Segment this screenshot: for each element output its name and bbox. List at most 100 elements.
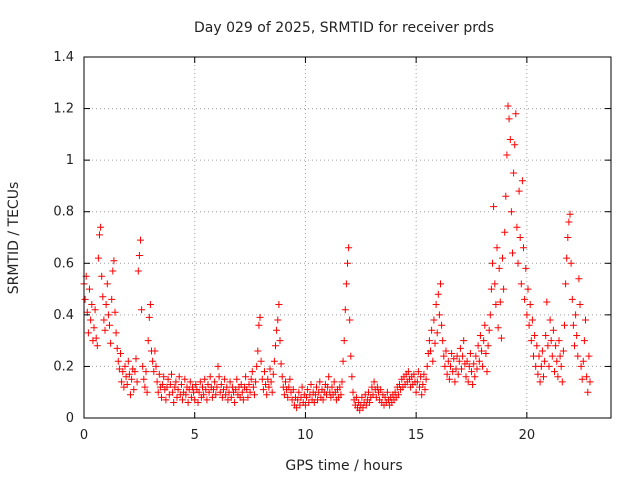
data-point — [92, 334, 100, 342]
data-point — [226, 378, 234, 386]
x-tick-label: 5 — [191, 428, 199, 443]
data-point — [319, 396, 327, 404]
data-point — [479, 362, 487, 370]
data-point — [478, 347, 485, 355]
data-point — [515, 187, 523, 195]
data-point — [487, 285, 495, 293]
data-point — [144, 337, 152, 345]
data-point — [255, 321, 263, 329]
y-tick-label: 1.2 — [53, 102, 74, 117]
data-point — [272, 342, 279, 350]
data-point — [253, 362, 261, 370]
y-tick-label: 0.8 — [53, 205, 74, 220]
data-point — [556, 352, 564, 360]
data-point — [194, 399, 202, 406]
data-point — [164, 375, 172, 383]
data-point — [421, 386, 429, 394]
data-point — [246, 388, 254, 396]
data-point — [81, 295, 89, 303]
data-point — [192, 381, 200, 388]
data-point — [170, 399, 178, 406]
data-point — [548, 352, 556, 360]
data-point — [505, 115, 513, 123]
data-point — [546, 316, 554, 324]
data-point — [460, 337, 468, 345]
data-point — [267, 378, 275, 386]
data-point — [474, 342, 482, 350]
data-point — [557, 362, 565, 370]
data-point — [169, 388, 177, 396]
data-point — [221, 375, 229, 383]
data-point — [131, 368, 139, 376]
x-tick-label: 0 — [80, 428, 88, 443]
data-point — [151, 347, 159, 355]
data-point — [486, 311, 494, 319]
data-point — [440, 352, 448, 360]
data-point — [443, 370, 451, 378]
data-point — [553, 357, 561, 365]
data-point — [365, 388, 372, 396]
data-point — [583, 373, 591, 381]
data-point — [213, 383, 221, 391]
data-point — [295, 388, 303, 396]
data-point — [586, 378, 594, 386]
data-point — [552, 342, 560, 350]
data-point — [430, 316, 438, 324]
data-point — [340, 337, 348, 345]
data-point — [94, 254, 102, 262]
data-point — [428, 326, 436, 334]
data-point — [273, 326, 281, 334]
data-point — [523, 311, 531, 319]
data-point — [495, 264, 503, 272]
data-point — [422, 375, 430, 383]
data-point — [547, 337, 555, 345]
data-point — [394, 391, 402, 399]
data-point — [200, 391, 208, 399]
data-point — [481, 321, 489, 329]
data-point — [503, 151, 511, 159]
data-point — [475, 357, 483, 365]
data-point — [425, 337, 433, 345]
data-point — [445, 375, 453, 383]
y-tick-label: 1 — [66, 153, 74, 168]
data-point — [456, 344, 464, 352]
data-point — [152, 362, 160, 370]
data-point — [542, 332, 550, 339]
data-point — [565, 218, 573, 226]
data-point — [162, 396, 170, 404]
data-point — [252, 378, 260, 386]
data-point — [172, 378, 180, 386]
data-point — [215, 373, 223, 381]
data-point — [337, 391, 345, 399]
data-point — [91, 306, 99, 314]
data-point — [423, 362, 431, 370]
data-point — [330, 378, 338, 386]
data-point — [242, 373, 250, 381]
data-point — [108, 295, 116, 303]
data-point — [101, 326, 109, 334]
data-point — [217, 381, 225, 388]
data-point — [325, 373, 333, 381]
data-point — [418, 391, 426, 399]
data-point — [531, 332, 539, 339]
data-point — [444, 357, 452, 365]
data-point — [285, 383, 293, 391]
data-point — [316, 378, 324, 386]
data-point — [528, 316, 536, 324]
data-point — [510, 169, 518, 177]
data-point — [107, 339, 115, 347]
data-point — [574, 352, 582, 360]
data-point — [118, 378, 126, 386]
data-point — [575, 275, 583, 283]
data-point — [447, 362, 454, 370]
data-point — [110, 257, 118, 265]
data-point — [490, 203, 498, 211]
data-point — [149, 357, 157, 365]
data-point — [138, 306, 146, 314]
data-point — [155, 370, 163, 378]
data-point — [561, 321, 568, 329]
data-point — [511, 141, 519, 149]
data-point — [451, 378, 459, 386]
data-point — [97, 223, 105, 231]
